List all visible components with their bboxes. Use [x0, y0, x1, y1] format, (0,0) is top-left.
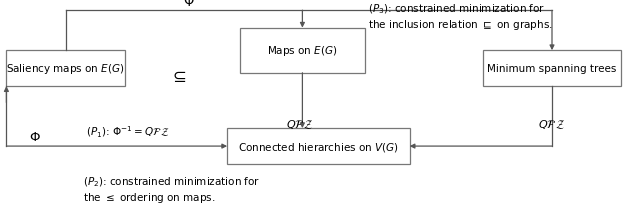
- Text: $Q\mathcal{F}\,\mathcal{Z}$: $Q\mathcal{F}\,\mathcal{Z}$: [538, 117, 566, 130]
- Text: Connected hierarchies on $V(G)$: Connected hierarchies on $V(G)$: [238, 140, 399, 153]
- Bar: [227, 129, 410, 164]
- Text: $\Psi$: $\Psi$: [183, 0, 195, 9]
- Bar: [483, 51, 621, 87]
- Text: $(P_3)$: constrained minimization for
the inclusion relation $\sqsubseteq$ on gr: $(P_3)$: constrained minimization for th…: [368, 2, 553, 31]
- Text: $\subseteq$: $\subseteq$: [169, 68, 187, 85]
- Text: $(P_1)$: $\Phi^{-1} = Q\mathcal{F}\,\mathcal{Z}$: $(P_1)$: $\Phi^{-1} = Q\mathcal{F}\,\mat…: [86, 124, 170, 139]
- Bar: [6, 51, 125, 87]
- Text: Minimum spanning trees: Minimum spanning trees: [487, 64, 617, 74]
- Text: Saliency maps on $E(G)$: Saliency maps on $E(G)$: [6, 62, 125, 76]
- Text: $\Phi$: $\Phi$: [29, 130, 41, 143]
- Text: Maps on $E(G)$: Maps on $E(G)$: [267, 44, 338, 58]
- Bar: [240, 29, 365, 73]
- Text: $Q\mathcal{F}\,\mathcal{Z}$: $Q\mathcal{F}\,\mathcal{Z}$: [285, 117, 314, 130]
- Text: $(P_2)$: constrained minimization for
the $\leq$ ordering on maps.: $(P_2)$: constrained minimization for th…: [83, 174, 260, 204]
